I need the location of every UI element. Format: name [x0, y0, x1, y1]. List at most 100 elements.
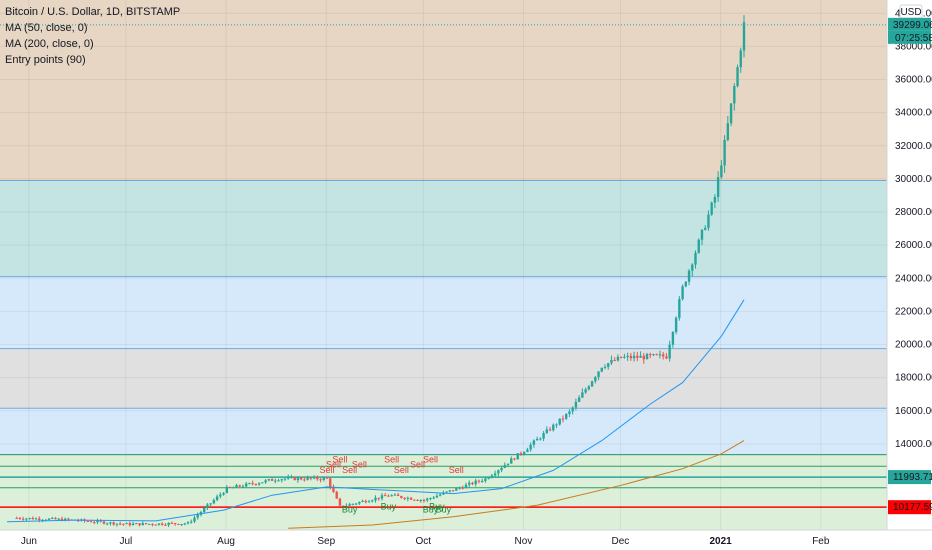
candle-body — [374, 497, 377, 501]
candle-body — [186, 522, 190, 524]
candle-body — [587, 386, 591, 390]
candle-body — [674, 317, 678, 333]
candle-body — [639, 355, 642, 358]
candle-body — [270, 479, 274, 481]
indicator-entry-points[interactable]: Entry points (90) — [5, 54, 86, 66]
candle-body — [613, 359, 616, 361]
candle-body — [306, 477, 309, 480]
candle-body — [716, 177, 720, 198]
candle-body — [687, 270, 691, 282]
candle-body — [299, 477, 303, 480]
candle-body — [584, 389, 587, 393]
candle-body — [18, 517, 22, 519]
candle-body — [432, 497, 435, 499]
indicator-ma200[interactable]: MA (200, close, 0) — [5, 38, 94, 50]
candle-body — [526, 449, 529, 453]
candle-body — [565, 413, 568, 419]
candle-body — [131, 523, 135, 526]
candle-body — [590, 381, 594, 387]
candle-body — [296, 477, 300, 481]
candle-body — [215, 496, 219, 501]
candle-body — [248, 483, 251, 485]
candle-body — [335, 491, 338, 499]
candle-body — [141, 523, 144, 526]
candle-body — [106, 523, 109, 525]
candle-body — [542, 433, 545, 439]
candle-body — [477, 480, 481, 482]
candle-body — [99, 520, 102, 522]
candle-body — [47, 518, 51, 520]
candle-body — [510, 458, 513, 464]
zone-band-4 — [0, 408, 887, 455]
candle-body — [128, 523, 132, 526]
y-tick-label: 14000.00 — [895, 439, 932, 450]
candle-body — [354, 503, 358, 505]
candle-body — [493, 473, 497, 476]
candle-body — [76, 520, 80, 522]
candle-body — [115, 523, 119, 525]
candle-body — [468, 482, 471, 485]
candle-body — [574, 401, 578, 408]
ma200-line — [288, 440, 745, 529]
candle-body — [232, 487, 235, 489]
candle-body — [438, 494, 442, 496]
candle-body — [377, 497, 380, 499]
candle-body — [571, 407, 574, 412]
signal-buy-11: Buy — [381, 502, 397, 512]
candle-body — [597, 371, 600, 378]
candle-body — [490, 475, 494, 478]
candle-body — [274, 480, 277, 482]
signal-sell-9: Sell — [449, 465, 464, 475]
candle-body — [212, 500, 216, 504]
level-badge-1 — [888, 500, 931, 515]
candle-body — [513, 458, 516, 460]
candle-body — [655, 354, 658, 356]
zone-band-2 — [0, 276, 887, 349]
candle-body — [529, 444, 532, 450]
symbol-title[interactable]: Bitcoin / U.S. Dollar, 1D, BITSTAMP — [5, 6, 181, 18]
candle-body — [448, 490, 452, 492]
candle-body — [545, 429, 549, 434]
x-tick-label: Oct — [415, 536, 431, 547]
candle-body — [160, 523, 164, 525]
candle-body — [413, 499, 416, 501]
signal-buy-13: Buy — [429, 502, 445, 512]
candle-body — [396, 494, 400, 496]
candle-body — [458, 487, 461, 489]
y-tick-label: 18000.00 — [895, 373, 932, 384]
indicator-ma50[interactable]: MA (50, close, 0) — [5, 22, 88, 34]
y-tick-label: 30000.00 — [895, 174, 932, 185]
candle-body — [157, 523, 161, 525]
candle-body — [700, 229, 704, 240]
x-tick-label: Nov — [515, 536, 533, 547]
candle-body — [96, 520, 99, 523]
candle-body — [435, 495, 439, 498]
candle-body — [225, 486, 229, 493]
candle-body — [393, 494, 397, 496]
candle-body — [177, 523, 180, 525]
candle-body — [254, 483, 258, 485]
y-tick-label: 38000.00 — [895, 41, 932, 52]
candle-body — [287, 477, 290, 479]
candle-body — [594, 377, 597, 382]
candle-body — [581, 392, 584, 398]
candle-body — [222, 492, 225, 495]
candle-body — [190, 521, 193, 523]
candle-body — [409, 497, 413, 500]
candle-body — [63, 518, 67, 521]
candle-body — [610, 359, 613, 364]
zone-band-0 — [0, 0, 887, 181]
candle-body — [245, 483, 248, 487]
countdown-label: 07:25:58 — [895, 33, 932, 44]
candle-body — [312, 477, 316, 479]
candle-body — [726, 123, 730, 140]
time-axis-bg — [0, 530, 932, 550]
candle-body — [474, 480, 477, 485]
candle-body — [86, 520, 90, 522]
candle-body — [548, 429, 552, 431]
chart-legend: Bitcoin / U.S. Dollar, 1D, BITSTAMP MA (… — [5, 4, 180, 68]
candle-body — [93, 522, 96, 524]
currency-label: USD — [900, 7, 921, 18]
